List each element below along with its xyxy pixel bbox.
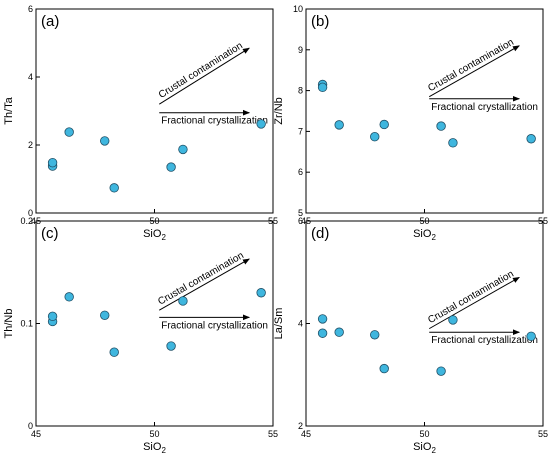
x-tick-label: 50 xyxy=(419,429,429,439)
y-tick-label: 4 xyxy=(28,72,33,82)
data-point xyxy=(178,296,188,306)
data-point xyxy=(47,157,58,168)
x-tick-label: 50 xyxy=(149,429,159,439)
data-point xyxy=(448,315,458,325)
data-point xyxy=(64,127,74,137)
x-axis-label: SiO2 xyxy=(143,441,166,455)
y-axis-label: Th/Nb xyxy=(3,309,15,339)
data-point xyxy=(526,331,536,342)
data-point xyxy=(334,120,344,130)
data-point xyxy=(109,347,119,357)
data-point xyxy=(436,366,446,376)
crustal-contamination-arrow xyxy=(158,258,250,311)
crustal-contamination-arrow xyxy=(428,45,520,98)
y-tick-label: 6 xyxy=(28,4,33,14)
data-point xyxy=(317,328,328,338)
data-point xyxy=(379,363,389,374)
y-tick-label: 0 xyxy=(28,208,33,218)
y-tick-label: 7 xyxy=(298,126,303,136)
x-axis-label: SiO2 xyxy=(143,228,166,242)
crustal-contamination-label: Crustal contamination xyxy=(426,37,516,94)
x-tick-label: 45 xyxy=(31,429,41,439)
data-point xyxy=(436,121,446,131)
data-point xyxy=(64,292,74,302)
y-tick-label: 6 xyxy=(298,216,303,226)
x-tick-label: 55 xyxy=(268,429,278,439)
y-tick-label: 5 xyxy=(298,208,303,218)
data-point xyxy=(166,162,176,172)
crustal-contamination-label: Crustal contamination xyxy=(426,269,516,326)
data-point xyxy=(100,310,110,321)
y-tick-label: 2 xyxy=(298,421,303,431)
y-tick-label: 2 xyxy=(28,140,33,150)
data-point xyxy=(317,314,328,324)
panel-3: 0 0.1 0.2 45 50 55 SiO2 Th/Nb (c) Crustal contami… xyxy=(3,216,278,455)
y-tick-label: 9 xyxy=(298,45,303,55)
y-tick-label: 4 xyxy=(298,319,303,329)
y-axis-label: La/Sm xyxy=(273,308,285,340)
fractional-crystallization-label: Fractional crystallization xyxy=(161,320,268,331)
y-tick-label: 6 xyxy=(298,167,303,177)
data-point xyxy=(526,134,536,144)
data-point xyxy=(370,330,380,340)
panel-label: (c) xyxy=(41,225,59,242)
crustal-contamination-label: Crustal contamination xyxy=(156,250,246,307)
panel-label: (d) xyxy=(311,225,329,242)
y-axis-label: Th/Ta xyxy=(3,96,15,124)
data-point xyxy=(178,144,188,155)
y-tick-label: 0 xyxy=(28,421,33,431)
crustal-contamination-arrow xyxy=(158,47,250,105)
y-tick-label: 10 xyxy=(293,4,303,14)
fractional-crystallization-label: Fractional crystallization xyxy=(431,335,538,346)
x-axis-label: SiO2 xyxy=(413,441,436,455)
data-point xyxy=(256,288,266,298)
crustal-contamination-label: Crustal contamination xyxy=(157,40,245,100)
panel-frame xyxy=(305,220,544,427)
data-point xyxy=(256,119,266,129)
data-point xyxy=(47,311,58,322)
y-tick-label: 0.2 xyxy=(20,216,33,226)
x-tick-label: 55 xyxy=(538,429,548,439)
y-tick-label: 0.1 xyxy=(20,319,33,329)
x-tick-label: 45 xyxy=(301,429,311,439)
data-point xyxy=(166,341,176,351)
panel-label: (b) xyxy=(311,13,329,30)
panel-frame xyxy=(35,8,274,214)
fractional-crystallization-label: Fractional crystallization xyxy=(431,102,538,113)
data-point xyxy=(100,136,110,146)
y-axis-label: Zr/Nb xyxy=(273,97,285,125)
data-point xyxy=(109,183,119,193)
y-tick-label: 8 xyxy=(298,86,303,96)
data-point xyxy=(448,138,458,148)
fractional-crystallization-label: Fractional crystallization xyxy=(161,116,268,127)
data-point xyxy=(317,82,328,93)
data-point xyxy=(334,327,344,337)
x-axis-label: SiO2 xyxy=(413,228,436,242)
crustal-contamination-arrow xyxy=(428,276,520,330)
data-point xyxy=(379,119,389,130)
panel-label: (a) xyxy=(41,13,59,30)
panel-4: 2 4 6 45 50 55 SiO2 La/Sm (d) Crustal contaminati… xyxy=(273,216,548,455)
data-point xyxy=(370,132,380,142)
